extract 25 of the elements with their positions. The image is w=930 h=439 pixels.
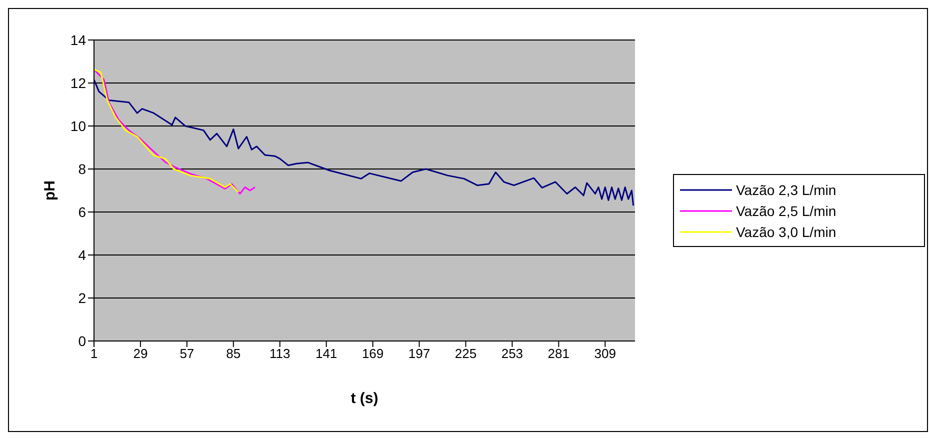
x-tick-label: 29 bbox=[133, 346, 148, 362]
y-tick-label: 4 bbox=[78, 246, 86, 263]
x-tick-label: 113 bbox=[270, 346, 290, 362]
y-tick-label: 0 bbox=[78, 332, 86, 349]
x-tick-label: 85 bbox=[226, 346, 241, 362]
x-tick-label: 281 bbox=[548, 346, 570, 362]
legend-label: Vazão 2,5 L/min bbox=[736, 202, 836, 218]
y-tick-label: 8 bbox=[78, 160, 86, 177]
x-tick-label: 197 bbox=[408, 346, 430, 362]
x-tick-label: 1 bbox=[90, 346, 98, 362]
y-tick-label: 6 bbox=[78, 204, 86, 220]
x-tick-label: 309 bbox=[594, 346, 616, 362]
x-axis-title: t (s) bbox=[350, 390, 378, 407]
y-tick-label: 10 bbox=[70, 118, 86, 134]
x-tick-label: 57 bbox=[180, 346, 194, 362]
x-tick-label: 141 bbox=[315, 346, 338, 362]
y-tick-label: 14 bbox=[70, 32, 86, 48]
y-tick-label: 2 bbox=[78, 290, 86, 306]
x-tick-label: 169 bbox=[362, 346, 384, 362]
y-tick-label: 12 bbox=[70, 74, 86, 91]
legend-label: Vazão 3,0 L/min bbox=[736, 224, 836, 240]
y-axis-title: pH bbox=[41, 180, 58, 200]
legend-label: Vazão 2,3 L/min bbox=[736, 182, 836, 198]
x-tick-label: 225 bbox=[454, 346, 477, 362]
x-tick-label: 253 bbox=[501, 346, 524, 362]
